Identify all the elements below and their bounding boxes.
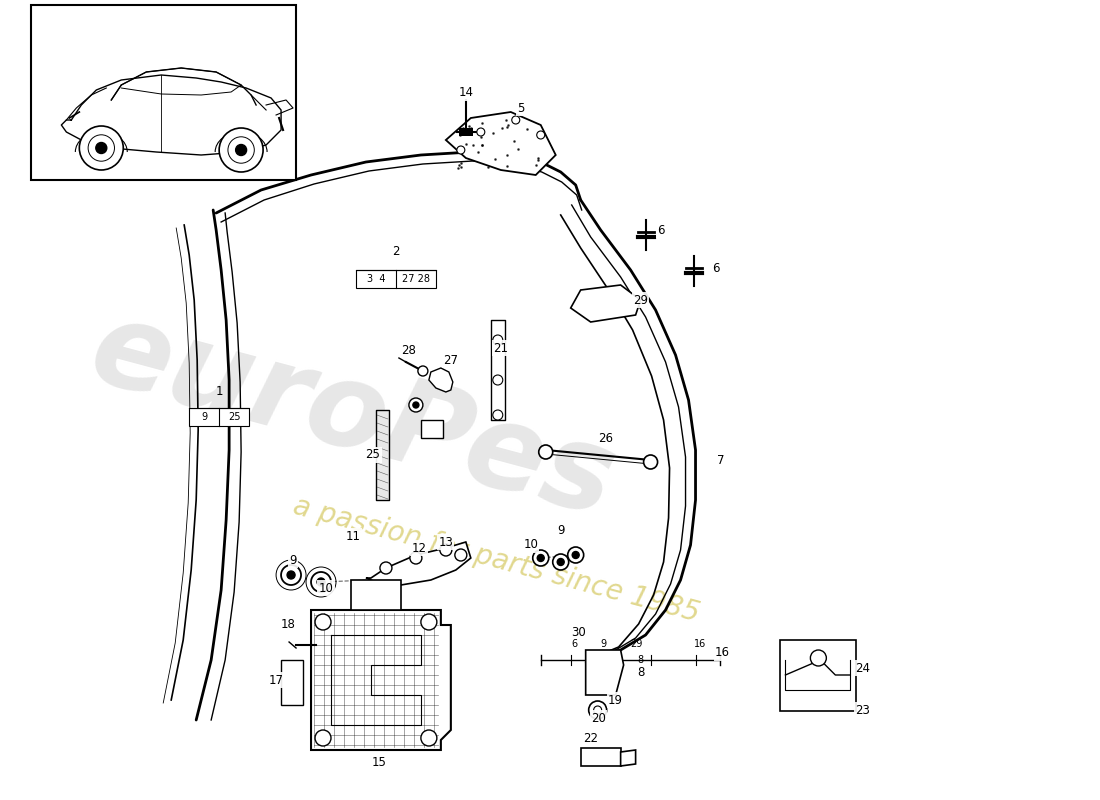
Text: 5: 5 — [517, 102, 525, 114]
Circle shape — [493, 410, 503, 420]
Circle shape — [412, 402, 419, 408]
Circle shape — [315, 614, 331, 630]
Circle shape — [79, 126, 123, 170]
Text: 10: 10 — [319, 582, 333, 594]
Text: 15: 15 — [372, 755, 386, 769]
Text: 16: 16 — [715, 646, 730, 659]
Circle shape — [379, 562, 392, 574]
Bar — [356, 270, 436, 288]
Text: 9: 9 — [201, 412, 207, 422]
Polygon shape — [366, 542, 471, 585]
Polygon shape — [620, 750, 636, 766]
Circle shape — [219, 128, 263, 172]
Polygon shape — [585, 650, 624, 695]
Circle shape — [410, 552, 422, 564]
Text: 21: 21 — [493, 342, 508, 354]
Circle shape — [493, 375, 503, 385]
Text: 29: 29 — [630, 639, 642, 649]
Circle shape — [572, 551, 580, 558]
Circle shape — [409, 398, 422, 412]
Bar — [421, 420, 443, 438]
Circle shape — [568, 547, 584, 563]
Text: 19: 19 — [608, 694, 623, 706]
Text: 6: 6 — [572, 639, 578, 649]
Circle shape — [440, 544, 452, 556]
Polygon shape — [351, 580, 400, 610]
Polygon shape — [429, 368, 453, 392]
Polygon shape — [446, 112, 556, 175]
Text: 13: 13 — [439, 535, 453, 549]
Circle shape — [493, 335, 503, 345]
Bar — [282, 660, 303, 705]
Circle shape — [537, 554, 544, 562]
Text: 9: 9 — [289, 554, 297, 566]
Circle shape — [456, 146, 465, 154]
Polygon shape — [571, 285, 640, 322]
Text: 23: 23 — [855, 703, 870, 717]
Circle shape — [512, 116, 520, 124]
Circle shape — [532, 550, 549, 566]
Circle shape — [558, 558, 564, 566]
Text: 2: 2 — [393, 245, 399, 258]
Text: 25: 25 — [228, 412, 241, 422]
Text: 20: 20 — [591, 711, 606, 725]
Text: 28: 28 — [402, 343, 416, 357]
Circle shape — [418, 366, 428, 376]
Polygon shape — [581, 748, 620, 766]
Circle shape — [228, 137, 254, 163]
Circle shape — [421, 614, 437, 630]
Text: 17: 17 — [268, 674, 284, 686]
Text: 3  4: 3 4 — [366, 274, 385, 284]
Circle shape — [287, 571, 295, 579]
Text: 6: 6 — [657, 223, 664, 237]
Circle shape — [96, 142, 107, 154]
Bar — [189, 408, 249, 426]
Circle shape — [282, 565, 301, 585]
Circle shape — [315, 730, 331, 746]
Text: 14: 14 — [459, 86, 473, 99]
Text: euroPes: euroPes — [79, 291, 627, 541]
Circle shape — [594, 706, 602, 714]
Text: 18: 18 — [280, 618, 296, 631]
Circle shape — [454, 549, 466, 561]
Circle shape — [537, 131, 544, 139]
Circle shape — [317, 578, 324, 586]
Text: 8: 8 — [638, 655, 644, 665]
Circle shape — [476, 128, 485, 136]
Text: 29: 29 — [634, 294, 648, 306]
Circle shape — [235, 145, 246, 155]
Text: 16: 16 — [694, 639, 706, 649]
Text: 26: 26 — [598, 431, 613, 445]
Text: 1: 1 — [216, 385, 223, 398]
Circle shape — [811, 650, 826, 666]
Circle shape — [421, 730, 437, 746]
Text: 24: 24 — [855, 662, 870, 674]
Text: 10: 10 — [524, 538, 538, 551]
Text: 27 28: 27 28 — [402, 274, 430, 284]
Text: 11: 11 — [345, 530, 361, 542]
FancyBboxPatch shape — [780, 639, 856, 710]
Text: 9: 9 — [601, 639, 607, 649]
Circle shape — [539, 445, 552, 459]
Text: 6: 6 — [712, 262, 719, 274]
Circle shape — [588, 701, 606, 719]
Bar — [32, 5, 296, 180]
Polygon shape — [311, 610, 451, 750]
Text: 25: 25 — [365, 449, 381, 462]
Text: 8: 8 — [637, 666, 645, 678]
Text: 7: 7 — [717, 454, 724, 466]
Text: 12: 12 — [411, 542, 427, 554]
Bar — [459, 128, 473, 136]
Circle shape — [311, 572, 331, 592]
Circle shape — [88, 134, 114, 162]
Circle shape — [644, 455, 658, 469]
Text: a passion for parts since 1985: a passion for parts since 1985 — [289, 492, 702, 628]
Circle shape — [552, 554, 569, 570]
Text: 22: 22 — [583, 731, 598, 745]
Text: 9: 9 — [557, 523, 564, 537]
Text: 30: 30 — [571, 626, 586, 638]
Text: 27: 27 — [443, 354, 459, 366]
